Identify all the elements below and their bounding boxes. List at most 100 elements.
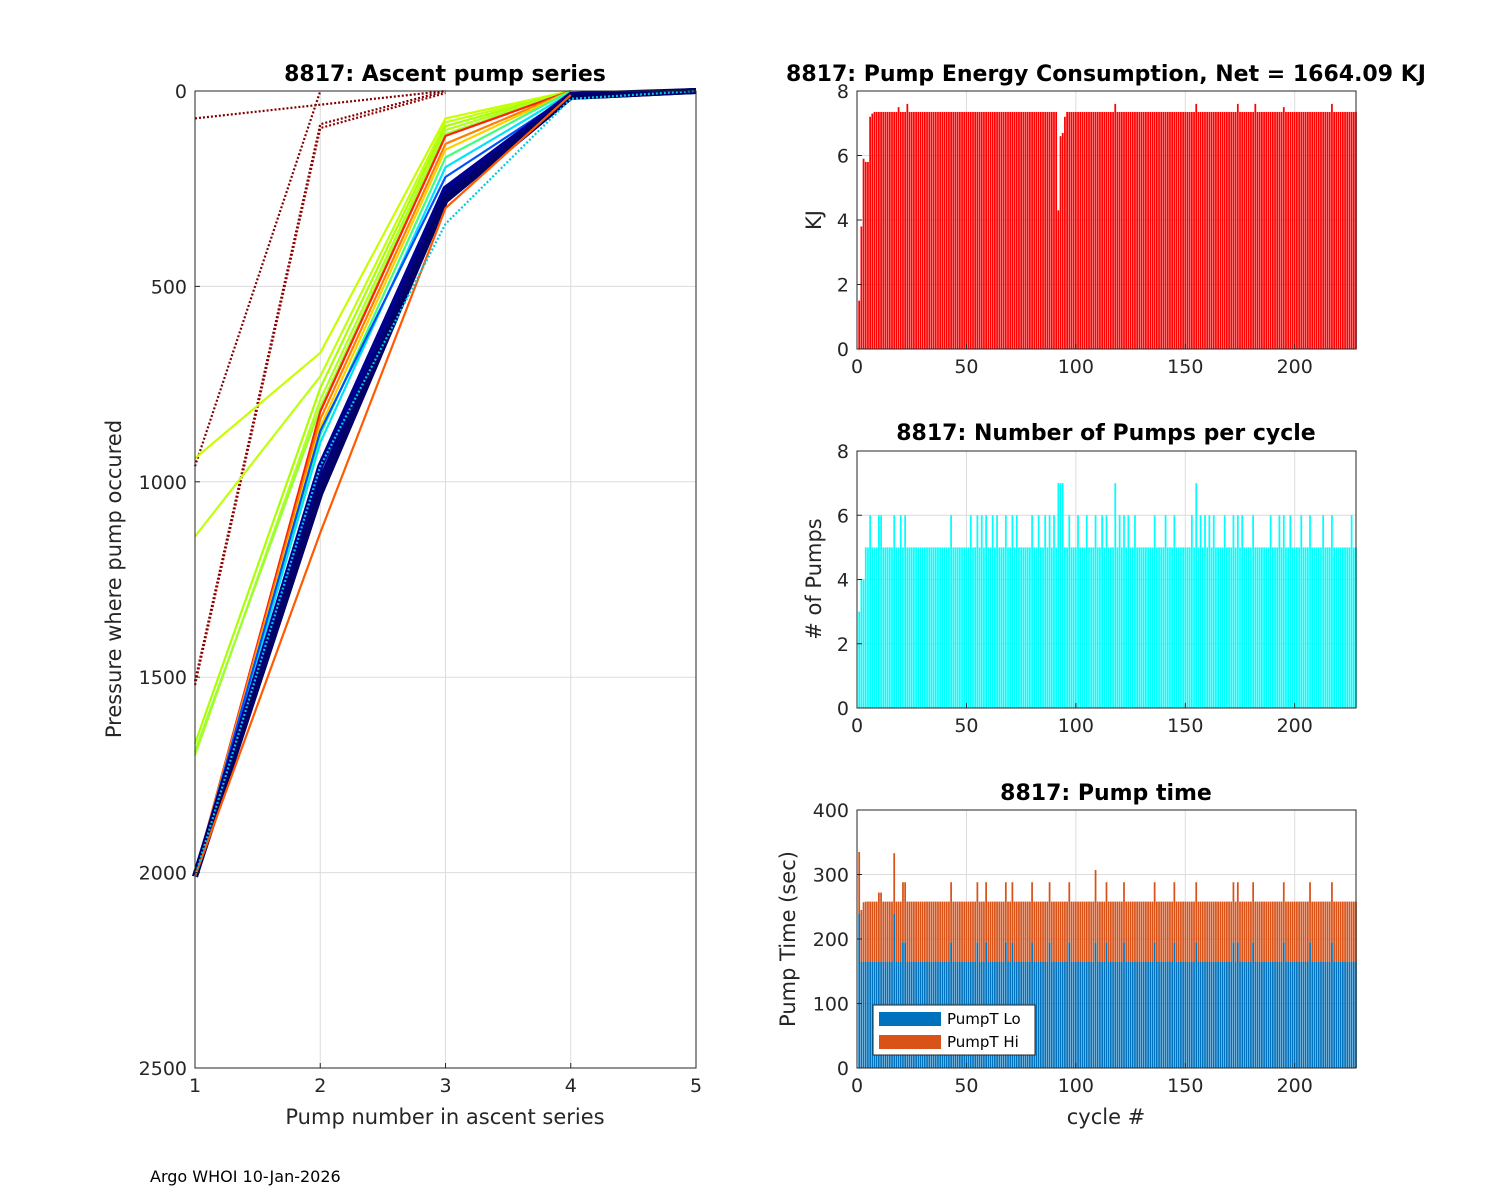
pumps-bar — [908, 547, 911, 709]
pumptime-bar-lo — [1219, 961, 1222, 1068]
pumptime-bar-hi — [1118, 901, 1121, 962]
energy-xtick-label: 0 — [851, 356, 863, 378]
pumptime-bar-hi — [941, 901, 944, 962]
energy-bar — [1300, 111, 1303, 350]
pumps-bar — [1296, 547, 1298, 709]
pumps-bar — [1002, 547, 1005, 709]
pumps-bar — [880, 515, 882, 708]
pumps-bar — [1044, 515, 1047, 708]
energy-bar — [1230, 111, 1233, 350]
energy-bar — [1350, 111, 1353, 350]
pumps-bar — [1346, 547, 1349, 709]
energy-bar — [1000, 111, 1003, 350]
pumptime-bar-hi — [967, 901, 970, 962]
pumptime-bar-hi — [1210, 901, 1213, 962]
pumps-bar — [1142, 547, 1145, 709]
energy-bar — [1322, 111, 1325, 350]
pumptime-bar-hi — [1024, 901, 1027, 962]
energy-bar — [1313, 111, 1316, 350]
energy-bar — [1182, 111, 1184, 350]
pumps-bar — [1077, 515, 1079, 708]
pumptime-bar-hi — [1013, 901, 1016, 962]
pumptime-bar-hi — [972, 901, 974, 962]
pumps-bar — [1039, 547, 1042, 709]
energy-bar — [1212, 111, 1215, 350]
pumptime-bar-hi — [1309, 882, 1311, 943]
ascent-xtick-label: 1 — [189, 1075, 201, 1097]
pumptime-bar-lo — [1085, 961, 1088, 1068]
pumptime-bar-lo — [1199, 961, 1202, 1068]
pumps-ytick-label: 4 — [837, 570, 849, 592]
pumptime-bar-lo — [1267, 961, 1270, 1068]
pumptime-bar-hi — [1131, 901, 1134, 962]
pumptime-bar-hi — [1018, 901, 1020, 962]
pumptime-bar-hi — [904, 882, 907, 943]
energy-bar — [943, 111, 946, 350]
ascent-title: 8817: Ascent pump series — [284, 62, 606, 87]
energy-ticks: 0 50 100 150 200 0 2 4 6 8 — [837, 81, 1313, 378]
energy-bar — [1186, 111, 1189, 350]
pumptime-bar-lo — [1261, 961, 1263, 1068]
pumptime-bar-lo — [1331, 942, 1333, 1068]
pumptime-bar-lo — [1153, 942, 1156, 1068]
pumps-bar — [875, 547, 878, 709]
pumptime-bar-lo — [1147, 961, 1149, 1068]
pumps-bar — [1000, 547, 1003, 709]
pumps-bar — [1053, 515, 1055, 708]
pumptime-bar-hi — [1322, 901, 1325, 962]
pumptime-bar-hi — [958, 901, 961, 962]
pumptime-bar-lo — [1190, 961, 1193, 1068]
pumptime-bar-lo — [1254, 961, 1257, 1068]
pumps-bar — [1269, 515, 1272, 708]
pumptime-bar-hi — [1193, 901, 1195, 962]
pumps-bar — [1335, 547, 1338, 709]
pumptime-bar-lo — [1317, 961, 1320, 1068]
pumptime-bar-lo — [1285, 961, 1287, 1068]
pumptime-bar-hi — [1186, 901, 1189, 962]
pumptime-bar-lo — [1114, 961, 1117, 1068]
ascent-series-line-4 — [194, 89, 572, 460]
pumptime-bar-hi — [1009, 901, 1012, 962]
energy-bar — [945, 111, 948, 350]
pumptime-bar-hi — [1136, 901, 1139, 962]
pumptime-bar-hi — [1302, 901, 1305, 962]
energy-bar — [1026, 111, 1029, 350]
pumps-bar — [1125, 547, 1128, 709]
energy-bar — [1123, 111, 1125, 350]
energy-bar — [1169, 111, 1171, 350]
energy-bar — [1153, 111, 1156, 350]
pumps-bar — [897, 547, 900, 709]
energy-bar — [1055, 111, 1058, 350]
pumps-bar — [1265, 547, 1268, 709]
pumptime-bar-lo — [1186, 961, 1189, 1068]
energy-bar — [1145, 111, 1147, 350]
pumptime-bar-lo — [1339, 961, 1342, 1068]
pumptime-bar-hi — [1057, 901, 1060, 962]
pumptime-bar-lo — [1116, 961, 1119, 1068]
pumptime-bar-hi — [1177, 901, 1180, 962]
pumptime-legend: PumpT Lo PumpT Hi — [872, 1004, 1036, 1056]
pumptime-bar-hi — [1304, 901, 1307, 962]
pumptime-bar-lo — [1177, 961, 1180, 1068]
pumptime-bar-hi — [906, 901, 909, 962]
pumptime-bar-hi — [1166, 901, 1169, 962]
pumps-bar — [1029, 547, 1031, 709]
pumptime-bar-hi — [1276, 901, 1279, 962]
pumptime-bar-lo — [1061, 961, 1064, 1068]
pumptime-bar-lo — [1103, 961, 1106, 1068]
pumptime-bar-hi — [858, 851, 861, 914]
pumps-bar — [1217, 547, 1219, 709]
pumps-bar — [1127, 515, 1130, 708]
pumps-bar — [895, 547, 898, 709]
pumptime-bar-hi — [1090, 901, 1093, 962]
pumps-bar — [1317, 547, 1320, 709]
energy-bar — [1188, 111, 1191, 350]
pumps-bar — [963, 547, 966, 709]
pumps-bar — [937, 547, 939, 709]
pumptime-bar-lo — [867, 961, 869, 1068]
pumps-bar — [1037, 515, 1040, 708]
energy-ytick-label: 6 — [837, 146, 849, 168]
pumptime-bar-lo — [1164, 961, 1167, 1068]
energy-bar — [1263, 111, 1265, 350]
